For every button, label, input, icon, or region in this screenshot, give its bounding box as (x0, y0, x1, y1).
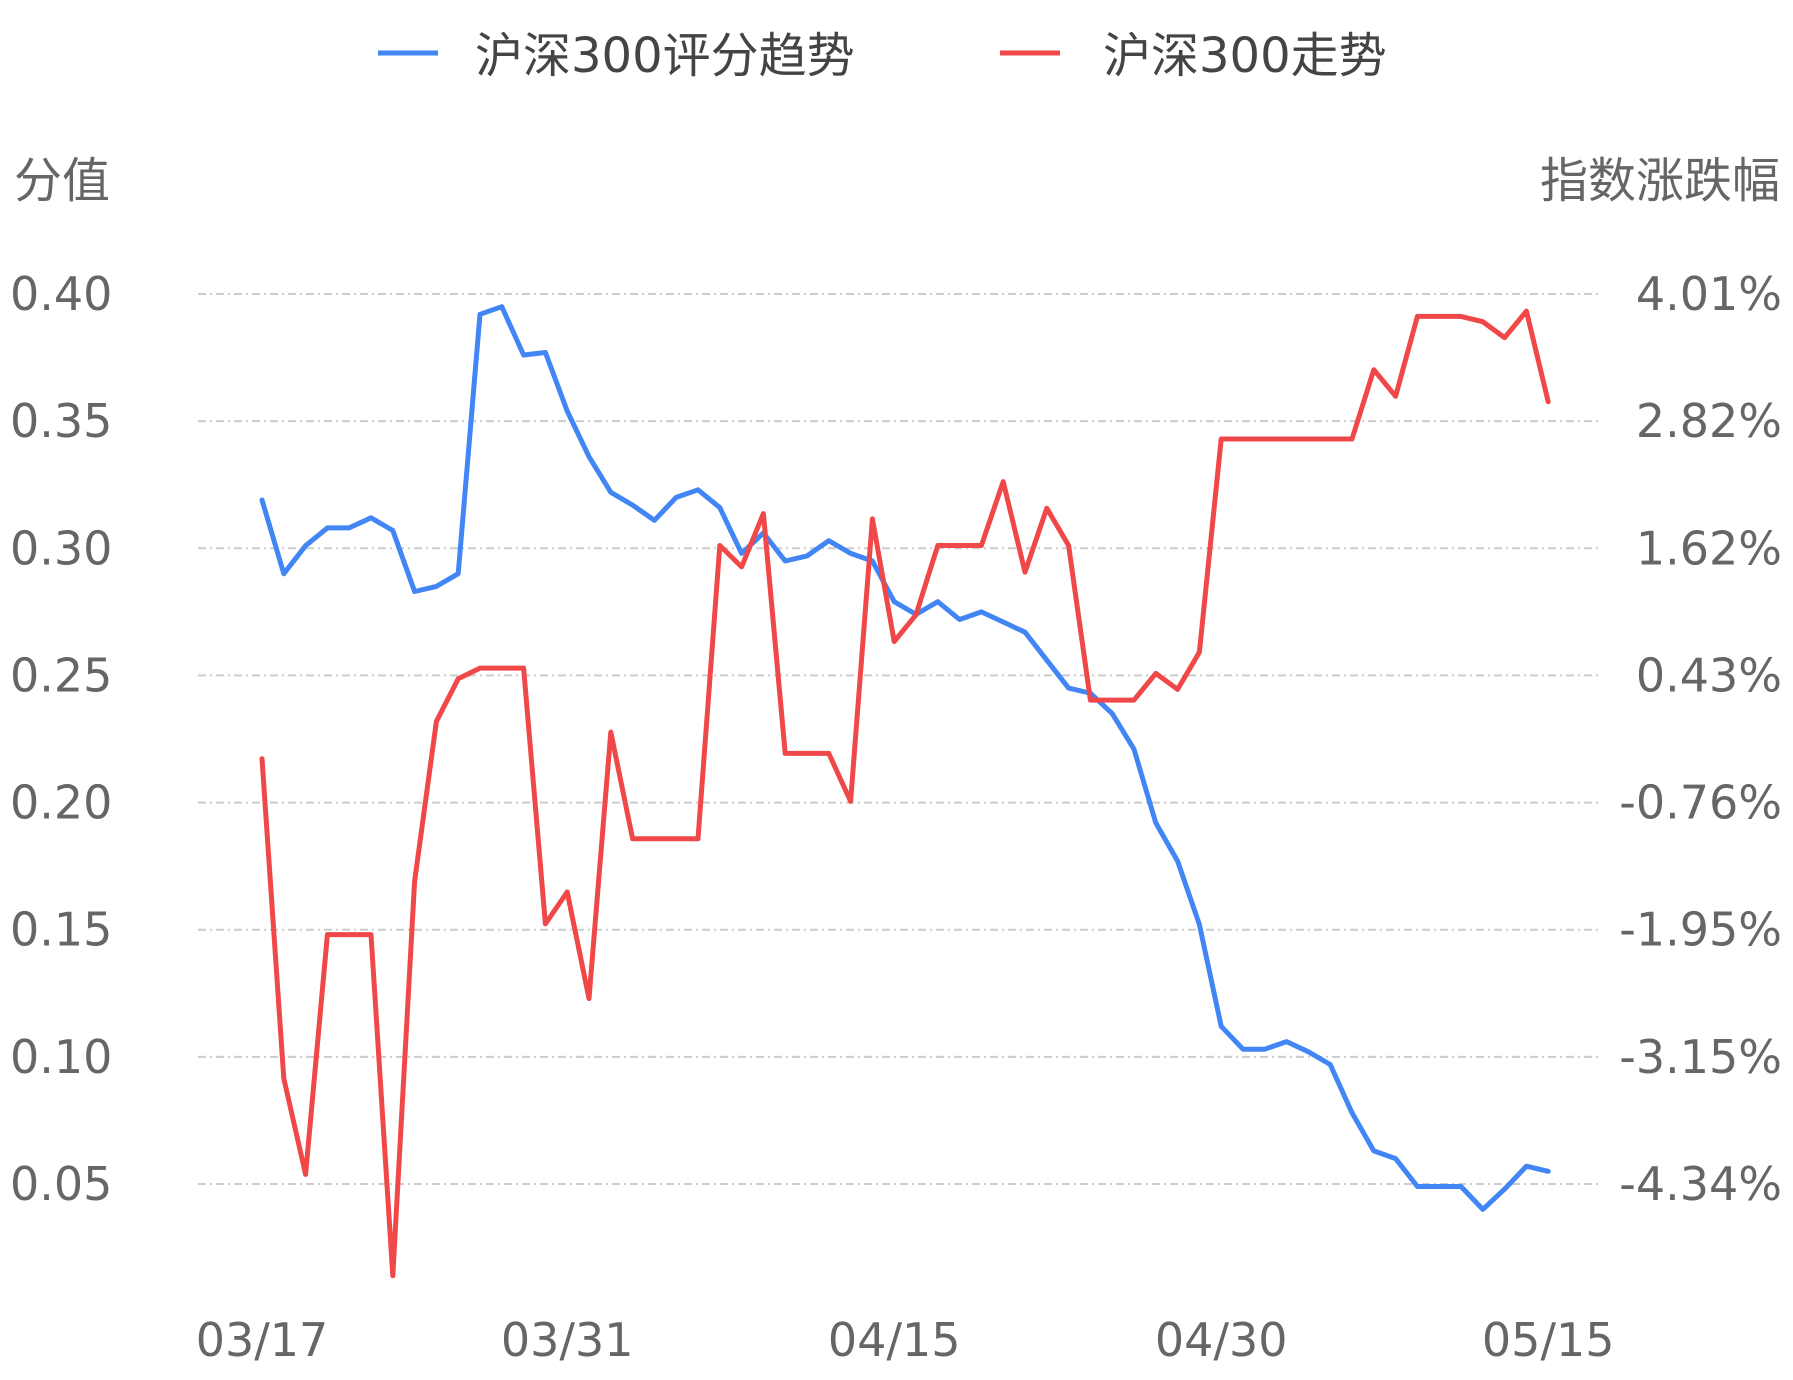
right-axis-ticks: 4.01% 2.82% 1.62% 0.43% -0.76% -1.95% -3.15% -4… (1619, 267, 1782, 1211)
right-tick-label: 2.82% (1636, 394, 1782, 448)
legend-label-index: 沪深300走势 (1103, 28, 1387, 84)
right-axis-title: 指数涨跌幅 (1540, 153, 1780, 209)
x-axis-ticks: 03/17 03/31 04/15 04/30 05/15 (196, 1313, 1615, 1367)
x-tick-label: 04/30 (1155, 1313, 1288, 1367)
right-tick-label: 4.01% (1636, 267, 1782, 321)
left-axis-ticks: 0.40 0.35 0.30 0.25 0.20 0.15 0.10 0.05 (10, 267, 112, 1211)
legend-label-score: 沪深300评分趋势 (475, 28, 855, 84)
series-line-index (259, 308, 1551, 1279)
right-tick-label: -0.76% (1619, 776, 1782, 830)
gridlines (198, 293, 1600, 1185)
right-tick-label: 0.43% (1636, 648, 1782, 702)
left-tick-label: 0.30 (10, 521, 112, 575)
x-tick-label: 04/15 (828, 1313, 961, 1367)
right-tick-label: 1.62% (1636, 521, 1782, 575)
x-tick-label: 03/17 (196, 1313, 329, 1367)
x-tick-label: 03/31 (501, 1313, 634, 1367)
left-tick-label: 0.10 (10, 1030, 112, 1084)
legend: 沪深300评分趋势 沪深300走势 (378, 28, 1387, 84)
right-tick-label: -1.95% (1619, 903, 1782, 957)
right-tick-label: -3.15% (1619, 1030, 1782, 1084)
left-axis-title: 分值 (14, 153, 110, 209)
left-tick-label: 0.05 (10, 1157, 112, 1211)
series-line-score (259, 304, 1551, 1212)
left-tick-label: 0.40 (10, 267, 112, 321)
series-layer (259, 304, 1551, 1279)
x-tick-label: 05/15 (1482, 1313, 1615, 1367)
left-tick-label: 0.20 (10, 776, 112, 830)
legend-item-score[interactable]: 沪深300评分趋势 (378, 28, 855, 84)
legend-item-index[interactable]: 沪深300走势 (1000, 28, 1387, 84)
left-tick-label: 0.15 (10, 903, 112, 957)
left-tick-label: 0.25 (10, 648, 112, 702)
right-tick-label: -4.34% (1619, 1157, 1782, 1211)
left-tick-label: 0.35 (10, 394, 112, 448)
